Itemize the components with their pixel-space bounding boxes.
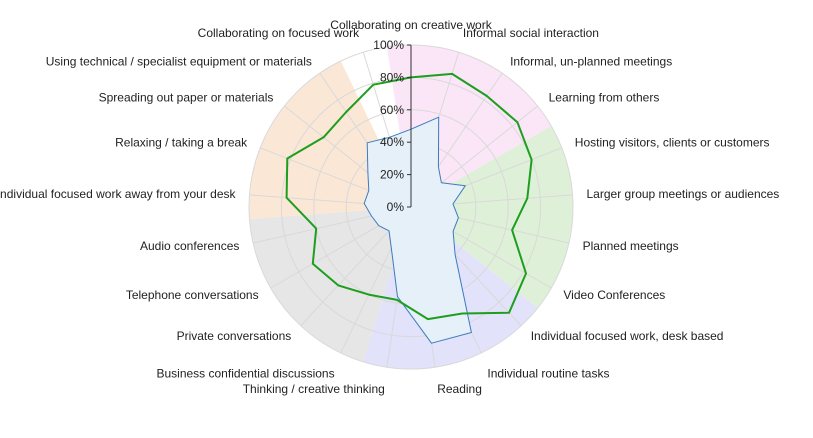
- category-label-15: Audio conferences: [140, 239, 239, 253]
- series-polygon-1: [363, 116, 472, 344]
- category-label-18: Spreading out paper or materials: [99, 90, 274, 104]
- category-label-14: Telephone conversations: [126, 288, 259, 302]
- category-label-0: Collaborating on creative work: [330, 18, 492, 32]
- category-label-3: Learning from others: [549, 90, 660, 104]
- category-label-8: Individual focused work, desk based: [531, 329, 724, 343]
- category-label-17: Relaxing / taking a break: [115, 136, 248, 150]
- tick-label-4: 80%: [380, 70, 404, 84]
- background-sector-1: [411, 126, 573, 309]
- category-label-7: Video Conferences: [563, 288, 665, 302]
- category-label-4: Hosting visitors, clients or customers: [575, 136, 770, 150]
- category-label-9: Individual routine tasks: [487, 367, 609, 381]
- category-label-13: Private conversations: [177, 329, 292, 343]
- category-label-20: Collaborating on focused work: [198, 26, 360, 40]
- axis-layer: 0% 20% 40% 60% 80% 100%: [373, 38, 412, 214]
- background-sector-3: [249, 207, 411, 362]
- tick-label-0: 0%: [387, 200, 405, 214]
- category-label-5: Larger group meetings or audiences: [587, 187, 780, 201]
- category-label-2: Informal, un-planned meetings: [510, 55, 672, 69]
- tick-label-2: 40%: [380, 135, 404, 149]
- category-label-1: Informal social interaction: [463, 26, 599, 40]
- tick-label-3: 60%: [380, 103, 404, 117]
- category-label-11: Thinking / creative thinking: [243, 382, 385, 396]
- series-layer: [285, 72, 533, 344]
- category-label-19: Using technical / specialist equipment o…: [46, 55, 312, 69]
- category-label-6: Planned meetings: [583, 239, 679, 253]
- tick-label-1: 20%: [380, 168, 404, 182]
- category-label-12: Business confidential discussions: [156, 367, 334, 381]
- tick-label-5: 100%: [373, 38, 404, 52]
- category-label-16: Individual focused work away from your d…: [0, 187, 236, 201]
- category-label-10: Reading: [437, 382, 482, 396]
- series-polygon-0: [285, 72, 533, 321]
